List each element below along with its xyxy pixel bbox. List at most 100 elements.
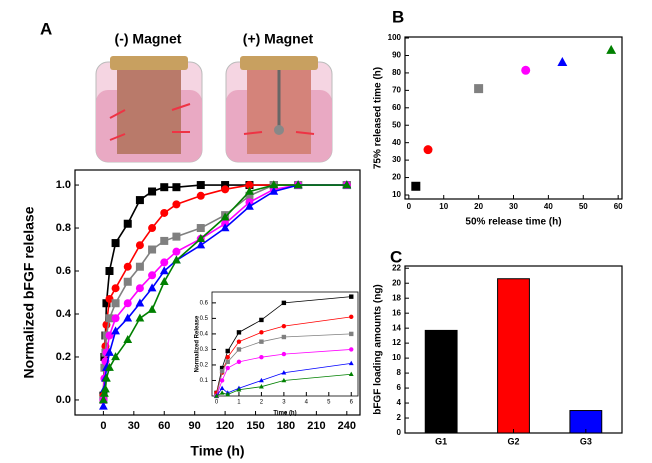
marker [147, 304, 157, 313]
marker [159, 276, 169, 285]
marker [245, 181, 254, 190]
y-tick-label: 1.0 [56, 179, 71, 191]
marker [225, 354, 230, 360]
y-tick-label: 16 [392, 308, 401, 317]
x-tick-label: G1 [435, 436, 447, 446]
marker [225, 391, 231, 397]
marker [245, 186, 254, 195]
marker [196, 233, 206, 242]
marker [225, 348, 230, 354]
marker [98, 395, 108, 404]
marker [269, 186, 279, 195]
marker [269, 180, 279, 189]
illustration-label: (-) Magnet [115, 31, 182, 47]
marker [123, 277, 132, 286]
plot-area [211, 291, 359, 397]
marker [196, 181, 205, 190]
marker [105, 362, 114, 371]
marker [172, 200, 181, 209]
cylinder [117, 68, 181, 154]
x-tick-label: 120 [216, 420, 234, 432]
marker [123, 313, 133, 322]
x-tick-label: 6 [350, 400, 354, 406]
arrow [171, 103, 191, 111]
x-tick-label: 0 [215, 400, 219, 406]
marker [225, 359, 230, 365]
x-tick-label: 4 [305, 400, 309, 406]
marker [236, 330, 242, 335]
marker [111, 326, 120, 335]
y-tick-label: 0.4 [200, 331, 209, 337]
x-tick-label: 0 [407, 202, 412, 211]
marker [135, 262, 144, 271]
marker [160, 183, 169, 192]
x-tick-label: 30 [128, 420, 140, 432]
marker [236, 339, 242, 344]
marker [557, 57, 568, 67]
marker [411, 181, 421, 191]
marker [258, 377, 264, 383]
y-tick-label: 90 [392, 51, 401, 60]
marker [245, 191, 254, 200]
marker [236, 359, 242, 365]
marker [219, 385, 225, 390]
marker [172, 255, 181, 264]
marker [196, 240, 206, 249]
cap [110, 56, 188, 70]
y-axis-title: Normalized Release [195, 315, 201, 372]
marker [123, 299, 132, 308]
marker [219, 365, 225, 371]
marker [196, 224, 205, 233]
y-tick-label: 0.6 [200, 300, 209, 306]
chart: 0.1 0.2 0.3 0.4 0.5 0.6 0 1 2 3 4 5 6 Time (h) Normali… [195, 291, 359, 417]
y-tick-label: 14 [392, 323, 401, 332]
magnet-tip [274, 125, 284, 135]
x-axis-title: Time (h) [190, 443, 244, 459]
y-tick-label: 60 [392, 103, 401, 112]
panel-label: B [392, 7, 404, 26]
marker [123, 262, 132, 271]
chart: 10 20 30 40 50 60 70 80 90 100 0 10 20 30 40 50 60 B 50% r… [373, 7, 624, 227]
marker [160, 236, 169, 245]
marker [236, 387, 242, 392]
x-tick-label: 20 [474, 202, 483, 211]
marker [281, 370, 287, 375]
marker [101, 384, 110, 393]
y-tick-label: 2 [397, 413, 402, 422]
y-tick-label: 0.2 [200, 363, 209, 369]
marker [281, 334, 287, 340]
marker [111, 314, 120, 323]
arrow [295, 131, 315, 135]
marker [105, 267, 114, 276]
marker [342, 180, 352, 189]
y-axis-title: 75% released time (h) [373, 67, 384, 169]
marker [225, 365, 230, 371]
x-tick-label: G3 [580, 436, 592, 446]
marker [258, 384, 264, 389]
bar [497, 278, 530, 434]
marker [220, 212, 230, 221]
marker [259, 339, 264, 344]
y-tick-label: 12 [392, 338, 401, 347]
x-tick-label: G2 [507, 436, 519, 446]
marker [123, 334, 133, 343]
y-tick-label: 0.0 [56, 394, 71, 406]
marker [111, 239, 120, 248]
marker [259, 317, 264, 323]
marker [245, 201, 254, 210]
marker [102, 373, 111, 382]
marker [135, 298, 145, 307]
x-tick-label: 60 [158, 420, 170, 432]
marker [281, 323, 287, 329]
marker [135, 241, 144, 250]
x-tick-label: 30 [509, 202, 518, 211]
x-tick-label: 60 [614, 202, 623, 211]
x-tick-label: 150 [246, 420, 264, 432]
marker [147, 283, 157, 292]
marker [172, 232, 181, 241]
y-tick-label: 6 [397, 383, 402, 392]
marker [348, 360, 354, 366]
x-tick-label: 240 [338, 420, 356, 432]
marker [160, 208, 169, 217]
